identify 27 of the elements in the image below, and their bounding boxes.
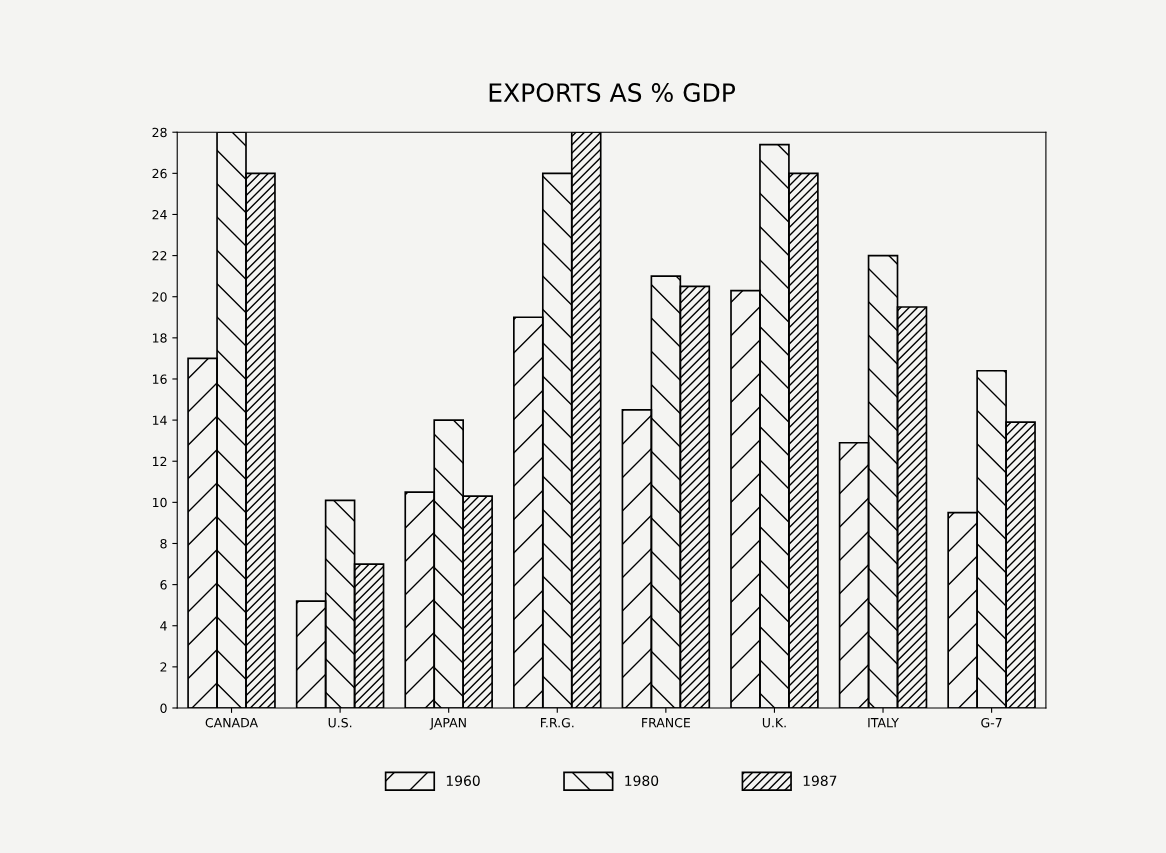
y-tick-label: 22	[152, 251, 167, 261]
y-tick-label: 6	[160, 580, 167, 590]
x-tick-label: G-7	[981, 717, 1002, 728]
x-tick-label: FRANCE	[642, 717, 691, 728]
legend-label: 1980	[625, 775, 659, 786]
chart-title: EXPORTS AS % GDP	[489, 83, 736, 103]
y-tick-label: 16	[152, 374, 167, 384]
x-tick-label: CANADA	[205, 717, 258, 728]
y-tick-label: 26	[152, 168, 167, 179]
y-tick-label: 28	[152, 127, 167, 138]
x-tick-label: JAPAN	[429, 718, 466, 730]
y-tick-label: 4	[160, 621, 167, 631]
x-tick-label: U.K.	[762, 718, 786, 728]
y-tick-label: 18	[152, 333, 167, 343]
y-tick-label: 24	[152, 209, 167, 220]
y-tick-label: 0	[160, 703, 167, 713]
y-tick-label: 12	[152, 456, 167, 466]
y-tick-label: 10	[152, 497, 167, 508]
legend-label: 1960	[446, 775, 480, 786]
y-tick-label: 8	[160, 538, 167, 549]
x-tick-label: U.S.	[328, 717, 352, 728]
y-tick-label: 2	[160, 662, 167, 672]
x-tick-label: ITALY	[868, 718, 899, 728]
y-tick-label: 14	[152, 415, 167, 425]
y-tick-label: 20	[152, 292, 167, 302]
legend-label: 1987	[803, 775, 837, 786]
x-tick-label: F.R.G.	[541, 717, 574, 728]
